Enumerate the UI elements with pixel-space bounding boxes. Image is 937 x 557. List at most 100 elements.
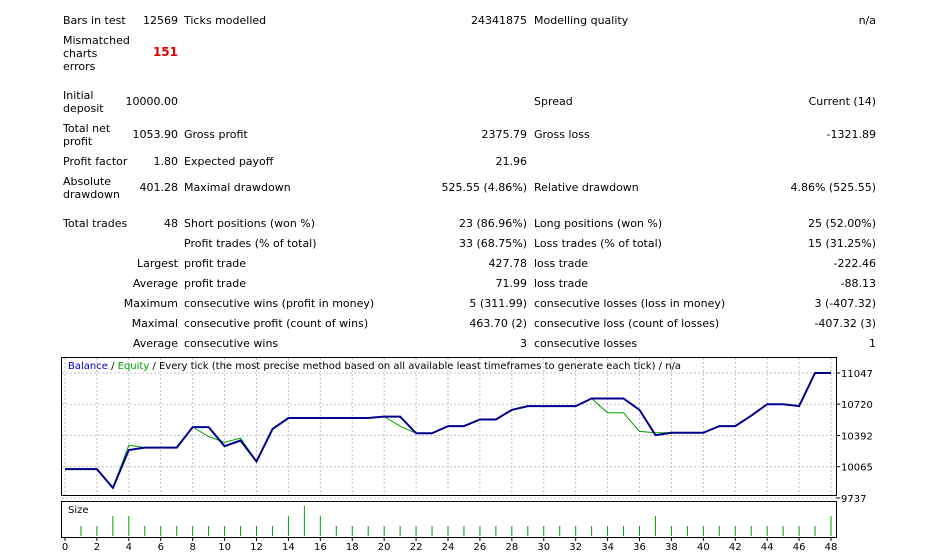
relative-drawdown-value: 4.86% (525.55) (790, 181, 876, 194)
x-tick-label: 32 (569, 542, 582, 553)
short-positions-value: 23 (86.96%) (458, 217, 527, 230)
x-tick-label: 42 (729, 542, 742, 553)
x-tick-label: 24 (442, 542, 455, 553)
bars-in-test-label: Bars in test (63, 14, 126, 27)
x-tick-label: 28 (505, 542, 518, 553)
largest-prefix: Largest (137, 257, 178, 270)
maximal-drawdown-value: 525.55 (4.86%) (441, 181, 527, 194)
mismatched-errors-value: 151 (152, 45, 178, 59)
long-positions-value: 25 (52.00%) (807, 217, 876, 230)
average-profit-value: 71.99 (495, 277, 528, 290)
y-tick-label: 10065 (841, 463, 873, 474)
profit-trades-label: Profit trades (% of total) (184, 237, 317, 250)
total-trades-label: Total trades (63, 217, 128, 230)
x-tick-label: 26 (474, 542, 487, 553)
spread-value: Current (14) (808, 95, 876, 108)
x-tick-label: 22 (410, 542, 423, 553)
modelling-quality-label: Modelling quality (534, 14, 629, 27)
max-consecutive-losses-label: consecutive losses (loss in money) (534, 297, 726, 310)
maximal-prefix: Maximal (131, 317, 178, 330)
largest-profit-value: 427.78 (488, 257, 528, 270)
average-consecutive-wins-label: consecutive wins (184, 337, 279, 350)
profit-factor-value: 1.80 (153, 155, 179, 168)
legend-equity: Equity (118, 361, 150, 372)
profit-trades-value: 33 (68.75%) (458, 237, 527, 250)
maximal-drawdown-label: Maximal drawdown (184, 181, 291, 194)
x-tick-label: 18 (346, 542, 359, 553)
y-tick-label: 11047 (841, 369, 873, 380)
average-loss-label: loss trade (534, 277, 589, 290)
initial-deposit-label: Initial deposit (63, 89, 104, 115)
average-profit-label: profit trade (184, 277, 247, 290)
largest-loss-label: loss trade (534, 257, 589, 270)
x-tick-label: 12 (250, 542, 263, 553)
y-tick-label: 9737 (841, 494, 866, 505)
bars-in-test-value: 12569 (143, 14, 178, 27)
x-tick-label: 48 (825, 542, 838, 553)
spread-label: Spread (534, 95, 573, 108)
x-tick-label: 16 (314, 542, 327, 553)
x-tick-label: 6 (158, 542, 164, 553)
maximal-consecutive-profit-label: consecutive profit (count of wins) (184, 317, 369, 330)
x-tick-label: 44 (761, 542, 774, 553)
x-tick-label: 30 (537, 542, 550, 553)
x-tick-label: 34 (601, 542, 614, 553)
average-consecutive-wins-value: 3 (520, 337, 527, 350)
y-axis-ticks: 11047 10720 10392 10065 9737 (836, 369, 873, 505)
size-label: Size (68, 505, 89, 516)
total-trades-value: 48 (164, 217, 178, 230)
total-net-profit-label: Total net profit (63, 122, 111, 148)
relative-drawdown-label: Relative drawdown (534, 181, 639, 194)
gross-profit-value: 2375.79 (481, 128, 528, 141)
legend-description: / Every tick (the most precise method ba… (149, 361, 681, 372)
size-plot-frame (61, 501, 837, 538)
long-positions-label: Long positions (won %) (534, 217, 663, 230)
ticks-modelled-label: Ticks modelled (184, 14, 267, 27)
loss-trades-label: Loss trades (% of total) (534, 237, 662, 250)
total-net-profit-value: 1053.90 (132, 128, 179, 141)
profit-factor-label: Profit factor (63, 155, 128, 168)
x-tick-label: 4 (126, 542, 132, 553)
average-prefix: Average (132, 277, 178, 290)
absolute-drawdown-label: Absolute drawdown (63, 175, 120, 201)
max-consecutive-losses-value: 3 (-407.32) (814, 297, 876, 310)
y-tick-label: 10720 (841, 400, 873, 411)
x-tick-label: 2 (94, 542, 100, 553)
average-consecutive-prefix: Average (132, 337, 178, 350)
average-consecutive-losses-value: 1 (869, 337, 876, 350)
max-consecutive-wins-value: 5 (311.99) (469, 297, 527, 310)
largest-loss-value: -222.46 (833, 257, 876, 270)
expected-payoff-value: 21.96 (495, 155, 528, 168)
x-tick-label: 8 (189, 542, 195, 553)
average-loss-value: -88.13 (840, 277, 876, 290)
size-bars (80, 506, 832, 536)
legend-separator: / (108, 361, 118, 372)
x-tick-label: 14 (282, 542, 295, 553)
ticks-modelled-value: 24341875 (471, 14, 527, 27)
maximal-consecutive-profit-value: 463.70 (2) (469, 317, 527, 330)
x-axis-ticks: 0 2 4 6 8 10 12 14 16 18 20 22 24 26 28 30 32 34 36 38 40 42 4… (62, 538, 838, 553)
largest-profit-label: profit trade (184, 257, 247, 270)
modelling-quality-value: n/a (858, 14, 876, 27)
initial-deposit-value: 10000.00 (125, 95, 179, 108)
balance-line (65, 372, 831, 490)
expected-payoff-label: Expected payoff (184, 155, 274, 168)
legend-balance: Balance (68, 361, 108, 372)
absolute-drawdown-value: 401.28 (139, 181, 179, 194)
x-tick-label: 46 (793, 542, 806, 553)
x-tick-label: 10 (218, 542, 231, 553)
gross-loss-value: -1321.89 (826, 128, 876, 141)
short-positions-label: Short positions (won %) (184, 217, 316, 230)
max-consecutive-wins-label: consecutive wins (profit in money) (184, 297, 375, 310)
x-tick-label: 36 (633, 542, 646, 553)
maximal-consecutive-loss-label: consecutive loss (count of losses) (534, 317, 720, 330)
maximum-prefix: Maximum (123, 297, 178, 310)
y-tick-label: 10392 (841, 432, 873, 443)
mismatched-errors-label: Mismatched charts errors (63, 34, 130, 73)
loss-trades-value: 15 (31.25%) (807, 237, 876, 250)
chart-legend: Balance / Equity / Every tick (the most … (68, 361, 681, 372)
series-lines (65, 372, 831, 490)
gross-profit-label: Gross profit (184, 128, 248, 141)
x-tick-label: 20 (378, 542, 391, 553)
